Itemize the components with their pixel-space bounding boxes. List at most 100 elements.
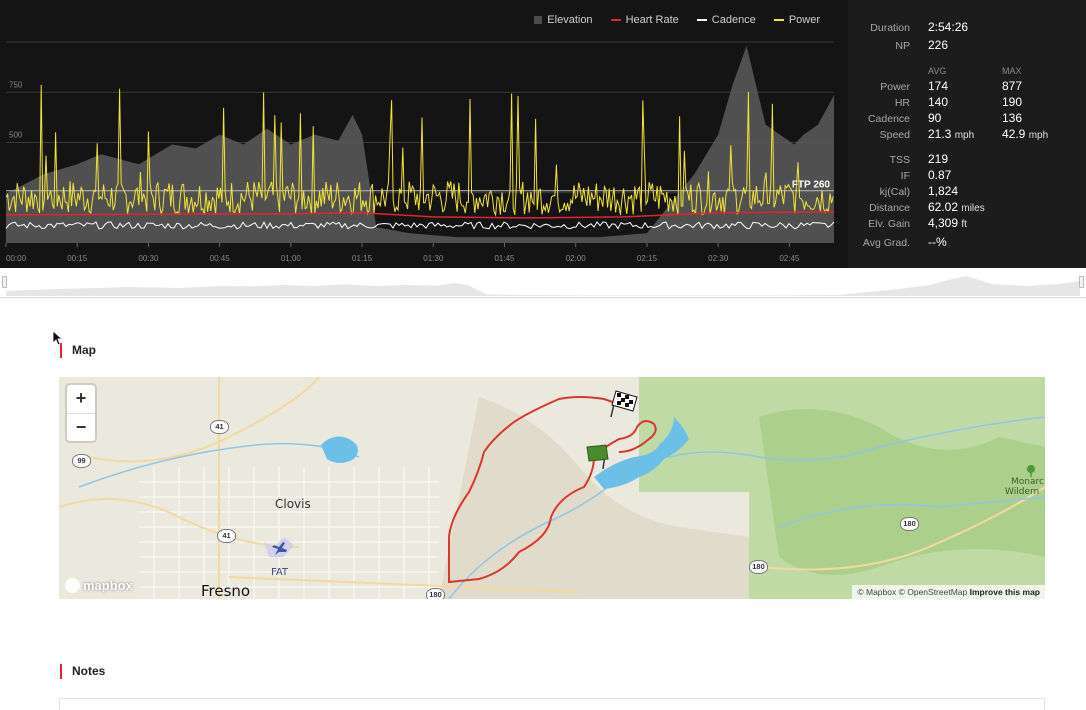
- speed-unit: mph: [1028, 130, 1049, 141]
- x-tick-label: 02:45: [779, 254, 800, 263]
- stat-avg: 21.3 mph: [928, 127, 974, 141]
- stat-hr: HR 140 190: [848, 95, 1086, 111]
- stat-power: Power 174 877: [848, 79, 1086, 95]
- legend-swatch-heart-rate: [610, 19, 621, 21]
- stat-duration: Duration 2:54:26: [848, 20, 1086, 36]
- stat-label: kj(Cal): [879, 186, 910, 198]
- stat-label: HR: [894, 97, 910, 109]
- stat-value: 4,309 ft: [928, 216, 967, 230]
- route-map[interactable]: Clovis Fresno FAT Monarc Wildern 41 99 4…: [59, 377, 1045, 599]
- y-tick-label: 750: [9, 80, 23, 89]
- x-tick-label: 01:45: [494, 254, 515, 263]
- x-tick-label: 02:00: [566, 254, 587, 263]
- scrubber-left-handle[interactable]: [2, 276, 7, 288]
- stat-max: 42.9 mph: [1002, 127, 1048, 141]
- legend-power[interactable]: Power: [773, 14, 820, 26]
- stat-label: Cadence: [867, 113, 910, 125]
- stat-value: --%: [928, 235, 947, 249]
- series-cadence: [5, 220, 835, 230]
- stat-tss: TSS 219: [848, 152, 1086, 168]
- stat-label: Duration: [870, 22, 910, 34]
- mapbox-logo-icon: [65, 578, 80, 593]
- legend-label-heart-rate: Heart Rate: [625, 14, 679, 26]
- mapbox-logo[interactable]: mapbox: [65, 578, 133, 593]
- legend-swatch-elevation: [534, 16, 543, 24]
- stat-value: 2:54:26: [928, 20, 969, 34]
- map-section-title: Map: [60, 343, 96, 358]
- stat-avg: 140: [928, 95, 949, 109]
- x-tick-label: 00:00: [6, 254, 27, 263]
- stat-max: 136: [1002, 111, 1023, 125]
- legend-cadence[interactable]: Cadence: [696, 14, 756, 26]
- ftp-label: FTP 260: [792, 180, 831, 191]
- workout-chart-panel: 500 750 FTP 260 00:00 00:15 00:30 00:45 01:00 01…: [0, 0, 1086, 268]
- route-shield-180-west: 180: [426, 588, 445, 599]
- place-label-fresno: Fresno: [201, 582, 251, 599]
- route-shield-180: 180: [749, 560, 768, 574]
- map-attribution: © Mapbox © OpenStreetMap Improve this ma…: [852, 585, 1045, 599]
- legend-elevation[interactable]: Elevation: [534, 14, 593, 26]
- route-shield-99: 99: [72, 454, 91, 468]
- scrubber-elevation-profile: [6, 276, 1080, 296]
- speed-max-value: 42.9: [1002, 127, 1026, 141]
- notes-section-title: Notes: [60, 664, 105, 679]
- speed-unit: mph: [954, 130, 975, 141]
- legend-heart-rate[interactable]: Heart Rate: [610, 14, 679, 26]
- place-label-monarch: Monarc: [1011, 477, 1044, 487]
- stats-panel: Duration 2:54:26 NP 226 AVG MAX Power 17…: [848, 0, 1086, 268]
- map-zoom-control: + −: [67, 385, 95, 441]
- scrubber-right-handle[interactable]: [1079, 276, 1084, 288]
- improve-map-link[interactable]: Improve this map: [969, 587, 1040, 597]
- stat-label: NP: [895, 40, 910, 52]
- stat-distance: Distance 62.02 miles: [848, 200, 1086, 216]
- distance-value: 62.02: [928, 200, 959, 214]
- distance-unit: miles: [961, 203, 985, 214]
- mapbox-logo-text: mapbox: [83, 578, 133, 593]
- attribution-text[interactable]: © Mapbox © OpenStreetMap: [857, 587, 968, 597]
- place-label-fat-airport: FAT: [271, 567, 289, 578]
- x-tick-label: 00:30: [138, 254, 159, 263]
- stat-label: Distance: [869, 202, 910, 214]
- route-shield-41-south: 41: [217, 529, 236, 543]
- x-tick-label: 02:30: [708, 254, 729, 263]
- stat-value: 1,824: [928, 184, 959, 198]
- stat-label: Elv. Gain: [868, 218, 910, 230]
- avg-column-header: AVG: [928, 66, 947, 76]
- place-label-clovis: Clovis: [275, 497, 311, 511]
- legend-swatch-cadence: [696, 19, 707, 21]
- stat-elevation-gain: Elv. Gain 4,309 ft: [848, 216, 1086, 232]
- series-elevation: [6, 46, 834, 243]
- stat-value: 226: [928, 38, 949, 52]
- stat-max: 190: [1002, 95, 1023, 109]
- stat-cadence: Cadence 90 136: [848, 111, 1086, 127]
- chart-legend: Elevation Heart Rate Cadence Power: [534, 14, 820, 26]
- stat-avg: 90: [928, 111, 942, 125]
- stat-np: NP 226: [848, 38, 1086, 54]
- tree-marker-icon: [1027, 465, 1035, 477]
- route-shield-41: 41: [210, 420, 229, 434]
- elevation-gain-value: 4,309: [928, 216, 959, 230]
- range-scrubber[interactable]: [0, 268, 1086, 298]
- chart-svg: 500 750 FTP 260 00:00 00:15 00:30 00:45 01:00 01…: [5, 41, 835, 263]
- x-tick-label: 00:45: [210, 254, 231, 263]
- workout-chart[interactable]: 500 750 FTP 260 00:00 00:15 00:30 00:45 01:00 01…: [0, 0, 848, 268]
- zoom-out-button[interactable]: −: [67, 413, 95, 441]
- x-tick-label: 02:15: [637, 254, 658, 263]
- max-column-header: MAX: [1002, 66, 1022, 76]
- notes-textbox[interactable]: [59, 698, 1045, 710]
- place-label-wilderness: Wildern: [1005, 487, 1040, 497]
- stat-avg-grade: Avg Grad. --%: [848, 235, 1086, 251]
- legend-swatch-power: [773, 19, 784, 21]
- route-shield-180-east: 180: [900, 517, 919, 531]
- map-canvas: [59, 377, 1045, 599]
- zoom-in-button[interactable]: +: [75, 388, 87, 408]
- stat-label: TSS: [889, 154, 910, 166]
- stat-label: Avg Grad.: [862, 237, 910, 249]
- finish-flag-icon[interactable]: [610, 390, 638, 418]
- mouse-cursor-icon: [52, 330, 62, 346]
- stat-label: Power: [880, 81, 910, 93]
- x-tick-label: 01:15: [352, 254, 373, 263]
- y-tick-label: 500: [9, 131, 23, 140]
- series-heart-rate: [5, 211, 835, 219]
- start-flag-icon[interactable]: [586, 444, 609, 470]
